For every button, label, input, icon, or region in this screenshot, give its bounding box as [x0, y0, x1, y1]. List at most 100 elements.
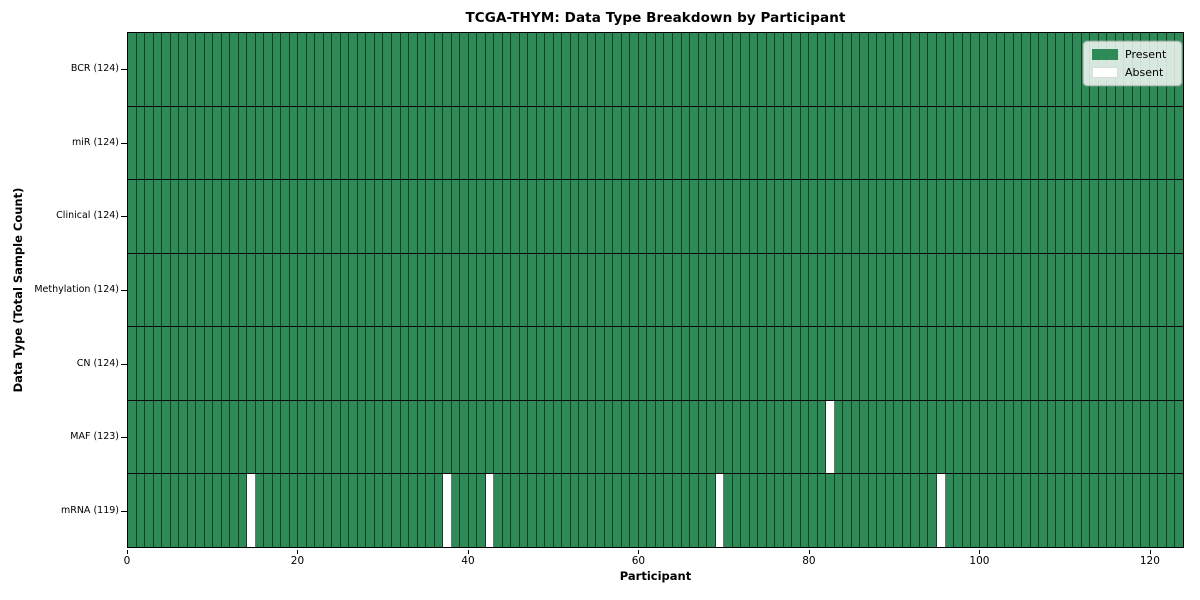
heatmap-cell-present — [247, 180, 256, 253]
heatmap-cell-present — [374, 327, 384, 400]
heatmap-cell-present — [417, 400, 427, 474]
heatmap-cell-present — [732, 400, 742, 474]
heatmap-cell-present — [553, 474, 563, 548]
heatmap-cell-present — [426, 400, 435, 474]
heatmap-cell-present — [400, 33, 410, 106]
heatmap-cell-present — [1056, 180, 1065, 253]
heatmap-cell-present — [1124, 180, 1133, 253]
heatmap-cell-present — [604, 180, 614, 253]
heatmap-cell-present — [902, 474, 912, 548]
heatmap-cell-present — [766, 106, 776, 180]
heatmap-cell-present — [204, 400, 214, 474]
heatmap-cell-present — [1064, 33, 1074, 106]
heatmap-cell-present — [1115, 474, 1125, 548]
heatmap-cell-present — [145, 180, 154, 253]
heatmap-cell-present — [409, 400, 418, 474]
heatmap-cell-present — [638, 474, 648, 548]
heatmap-cell-present — [179, 253, 188, 327]
heatmap-cell-present — [690, 33, 699, 106]
heatmap-cell-present — [306, 253, 316, 327]
heatmap-cell-present — [971, 327, 980, 400]
heatmap-cell-present — [443, 253, 452, 327]
heatmap-cell-present — [885, 400, 895, 474]
heatmap-cell-present — [1005, 474, 1014, 548]
heatmap-cell-present — [826, 106, 835, 180]
heatmap-cell-present — [826, 474, 835, 548]
heatmap-cell-present — [511, 400, 520, 474]
heatmap-cell-present — [221, 180, 231, 253]
heatmap-cell-present — [783, 474, 793, 548]
present-swatch-icon — [1092, 49, 1118, 60]
heatmap-cell-present — [528, 253, 537, 327]
heatmap-cell-present — [1098, 106, 1108, 180]
y-tick-mark — [121, 437, 127, 439]
heatmap-cell-present — [766, 400, 776, 474]
heatmap-cell-present — [800, 474, 810, 548]
heatmap-cell-present — [843, 327, 852, 400]
heatmap-cell-present — [153, 327, 163, 400]
heatmap-cell-present — [613, 474, 622, 548]
heatmap-cell-present — [383, 400, 392, 474]
heatmap-cell-present — [996, 106, 1006, 180]
heatmap-cell-present — [851, 253, 861, 327]
heatmap-cell-present — [1158, 400, 1167, 474]
heatmap-cell-present — [775, 327, 784, 400]
heatmap-cell-present — [349, 327, 358, 400]
heatmap-cell-present — [1073, 33, 1082, 106]
heatmap-cell-present — [698, 180, 708, 253]
heatmap-cell-present — [1098, 180, 1108, 253]
heatmap-cell-present — [196, 327, 205, 400]
y-tick-mark — [121, 68, 127, 70]
heatmap-cell-present — [868, 33, 878, 106]
heatmap-cell-present — [758, 327, 767, 400]
heatmap-cell-present — [843, 253, 852, 327]
heatmap-cell-present — [1158, 474, 1167, 548]
heatmap-cell-present — [179, 180, 188, 253]
heatmap-cell-present — [1013, 474, 1023, 548]
heatmap-cell-absent — [247, 474, 256, 548]
heatmap-cell-present — [868, 474, 878, 548]
heatmap-cell-present — [775, 180, 784, 253]
heatmap-cell-present — [196, 400, 205, 474]
heatmap-cell-present — [681, 106, 691, 180]
heatmap-cell-present — [443, 106, 452, 180]
heatmap-cell-present — [894, 106, 903, 180]
heatmap-cell-present — [800, 327, 810, 400]
heatmap-cell-present — [128, 106, 137, 180]
heatmap-cell-present — [919, 253, 929, 327]
heatmap-cell-present — [502, 180, 512, 253]
heatmap-cell-present — [604, 400, 614, 474]
heatmap-cell-present — [996, 180, 1006, 253]
heatmap-cell-present — [902, 106, 912, 180]
heatmap-cell-present — [1013, 33, 1023, 106]
absent-swatch-icon — [1092, 67, 1118, 78]
heatmap-cell-present — [741, 253, 750, 327]
heatmap-cell-present — [494, 180, 503, 253]
heatmap-cell-present — [604, 253, 614, 327]
heatmap-cell-present — [971, 106, 980, 180]
heatmap-cell-present — [843, 33, 852, 106]
heatmap-cell-present — [630, 400, 639, 474]
heatmap-cell-present — [885, 180, 895, 253]
heatmap-cell-present — [1124, 474, 1133, 548]
heatmap-cell-present — [1098, 474, 1108, 548]
heatmap-cell-present — [357, 327, 367, 400]
heatmap-cell-present — [247, 106, 256, 180]
heatmap-cell-present — [187, 474, 197, 548]
heatmap-cell-present — [715, 327, 725, 400]
heatmap-cell-present — [494, 327, 503, 400]
heatmap-cell-present — [562, 400, 571, 474]
heatmap-cell-present — [655, 253, 665, 327]
heatmap-cell-present — [383, 327, 392, 400]
heatmap-cell-present — [673, 400, 682, 474]
heatmap-cell-present — [962, 327, 972, 400]
heatmap-cell-present — [451, 400, 461, 474]
heatmap-cell-present — [928, 327, 937, 400]
heatmap-cell-present — [954, 33, 963, 106]
heatmap-cell-present — [707, 180, 716, 253]
heatmap-cell-present — [136, 327, 146, 400]
heatmap-cell-present — [954, 474, 963, 548]
heatmap-cell-present — [1064, 180, 1074, 253]
heatmap-cell-present — [553, 33, 563, 106]
